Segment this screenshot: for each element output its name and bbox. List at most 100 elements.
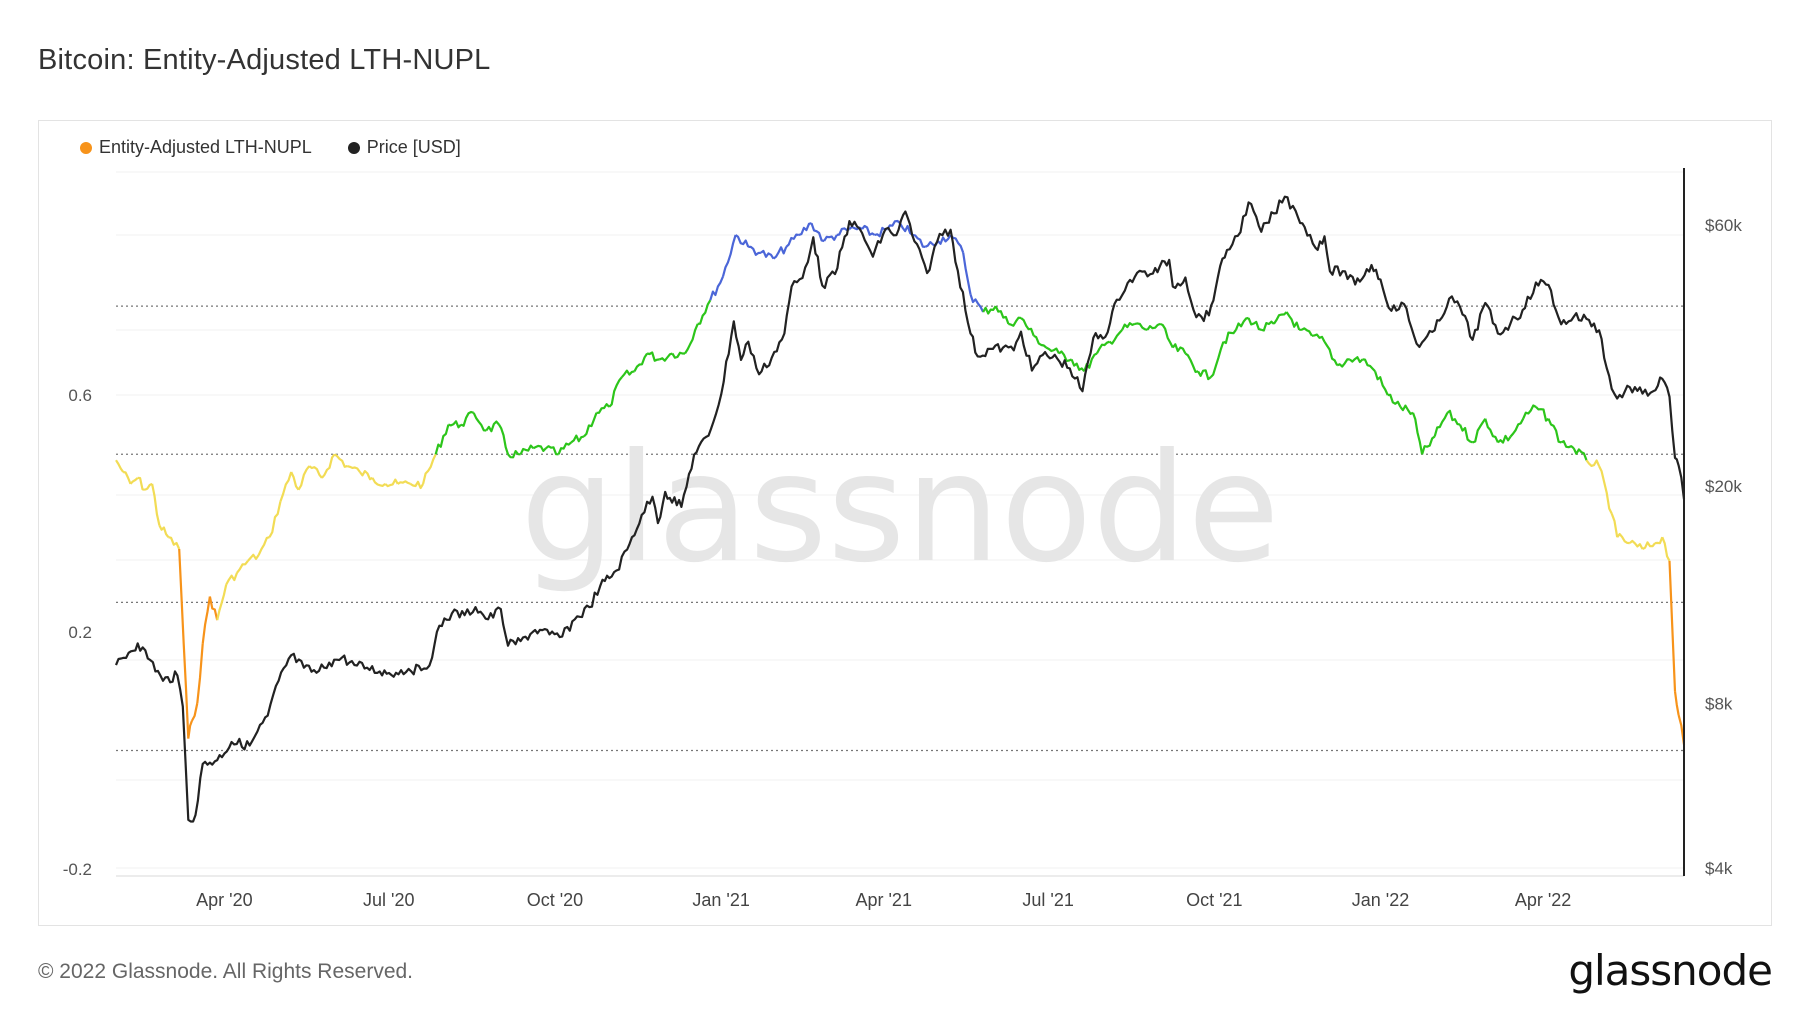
nupl-line-segment: [279, 471, 293, 502]
legend-label-nupl: Entity-Adjusted LTH-NUPL: [99, 137, 312, 157]
nupl-line-segment: [137, 476, 146, 491]
nupl-line-segment: [485, 420, 500, 433]
x-tick-label: Apr '20: [196, 890, 252, 910]
nupl-line-segment: [886, 219, 901, 230]
nupl-line-segment: [596, 403, 610, 414]
nupl-line-segment: [912, 233, 926, 248]
nupl-line-segment: [122, 470, 132, 485]
legend-item-price[interactable]: Price [USD]: [347, 137, 461, 158]
nupl-line-segment: [1572, 447, 1588, 461]
nupl-line-segment: [1184, 352, 1199, 373]
nupl-line-segment: [308, 465, 323, 479]
nupl-line-segment: [1472, 418, 1487, 444]
y-right-tick-label: $4k: [1705, 859, 1733, 878]
nupl-line-segment: [1311, 333, 1326, 343]
nupl-line-segment: [129, 477, 139, 485]
nupl-line-segment: [507, 450, 521, 459]
nupl-line-segment: [236, 560, 249, 574]
x-tick-label: Apr '22: [1515, 890, 1571, 910]
nupl-line-segment: [460, 410, 475, 427]
nupl-line-segment: [772, 246, 788, 260]
nupl-line-segment: [1629, 539, 1644, 550]
nupl-line-segment: [1655, 536, 1664, 545]
nupl-line-segment: [384, 478, 399, 488]
nupl-line-segment: [216, 584, 228, 621]
nupl-line-segment: [1668, 560, 1677, 692]
nupl-line-segment: [1209, 341, 1225, 378]
nupl-line-segment: [422, 453, 437, 485]
chart-legend: Entity-Adjusted LTH-NUPL Price [USD]: [80, 137, 461, 158]
nupl-line-segment: [798, 222, 812, 237]
nupl-line-segment: [969, 293, 985, 313]
nupl-line-segment: [1247, 317, 1262, 331]
nupl-line-segment: [297, 465, 311, 491]
nupl-line-segment: [225, 572, 239, 586]
nupl-line-segment: [1070, 358, 1086, 373]
nupl-line-segment: [937, 234, 952, 245]
y-right-tick-label: $8k: [1705, 694, 1733, 713]
nupl-line-segment: [1616, 532, 1630, 545]
legend-dot-nupl: [80, 141, 92, 154]
nupl-line-segment: [371, 477, 386, 487]
nupl-line-segment: [721, 234, 737, 277]
nupl-line-segment: [201, 596, 211, 645]
nupl-line-segment: [1547, 418, 1562, 444]
nupl-line-segment: [268, 501, 282, 538]
nupl-line-segment: [748, 245, 761, 256]
nupl-line-segment: [1121, 322, 1136, 331]
nupl-line-segment: [321, 453, 336, 479]
legend-item-nupl[interactable]: Entity-Adjusted LTH-NUPL: [80, 137, 312, 158]
nupl-line-segment: [190, 702, 199, 722]
nupl-line-segment: [620, 369, 635, 378]
nupl-line-segment: [684, 323, 699, 355]
chart-title: Bitcoin: Entity-Adjusted LTH-NUPL: [38, 44, 491, 76]
nupl-line-segment: [1171, 343, 1187, 354]
nupl-line-segment: [409, 480, 425, 490]
nupl-line-segment: [1095, 340, 1110, 355]
y-right-tick-label: $20k: [1705, 477, 1742, 496]
nupl-line-segment: [1008, 316, 1022, 327]
glassnode-logo[interactable]: glassnode: [1568, 946, 1773, 995]
nupl-line-segment: [697, 299, 712, 325]
nupl-line-segment: [1108, 329, 1124, 345]
nupl-line-segment: [671, 351, 685, 359]
y-right-tick-label: $60k: [1705, 216, 1742, 235]
y-left-tick-label: 0.2: [68, 623, 92, 642]
nupl-line-segment: [208, 596, 219, 621]
nupl-line-segment: [1285, 311, 1301, 331]
nupl-line-segment: [1585, 459, 1601, 467]
legend-label-price: Price [USD]: [366, 137, 461, 157]
nupl-line-segment: [994, 305, 1010, 325]
x-tick-label: Oct '20: [527, 890, 583, 910]
x-tick-label: Oct '21: [1186, 890, 1242, 910]
nupl-line-segment: [1387, 393, 1402, 408]
nupl-line-segment: [659, 352, 673, 362]
nupl-line-segment: [1509, 418, 1525, 438]
nupl-line-segment: [187, 720, 193, 739]
nupl-line-segment: [1349, 356, 1364, 364]
nupl-line-segment: [760, 249, 775, 260]
nupl-line-segment: [982, 305, 997, 315]
nupl-line-segment: [1299, 327, 1313, 337]
nupl-line-segment: [1362, 358, 1376, 373]
nupl-line-segment: [1323, 341, 1339, 366]
nupl-line-segment: [1598, 465, 1613, 514]
nupl-line-segment: [1458, 424, 1473, 444]
nupl-line-segment: [1159, 322, 1174, 349]
nupl-line-segment: [608, 376, 623, 408]
nupl-line-segment: [290, 471, 300, 491]
nupl-line-segment: [1484, 418, 1499, 443]
legend-dot-price: [347, 141, 360, 154]
nupl-line-segment: [785, 233, 799, 248]
nupl-line-segment: [151, 483, 161, 526]
nupl-line-segment: [810, 222, 825, 243]
chart-panel: [38, 120, 1772, 926]
nupl-line-segment: [1399, 404, 1414, 415]
nupl-line-segment: [1661, 536, 1671, 562]
nupl-line-segment: [557, 441, 572, 455]
nupl-line-segment: [570, 434, 585, 444]
x-tick-label: Jul '21: [1022, 890, 1073, 910]
nupl-line-segment: [899, 222, 914, 236]
nupl-line-segment: [158, 524, 170, 538]
nupl-line-segment: [1197, 369, 1212, 381]
